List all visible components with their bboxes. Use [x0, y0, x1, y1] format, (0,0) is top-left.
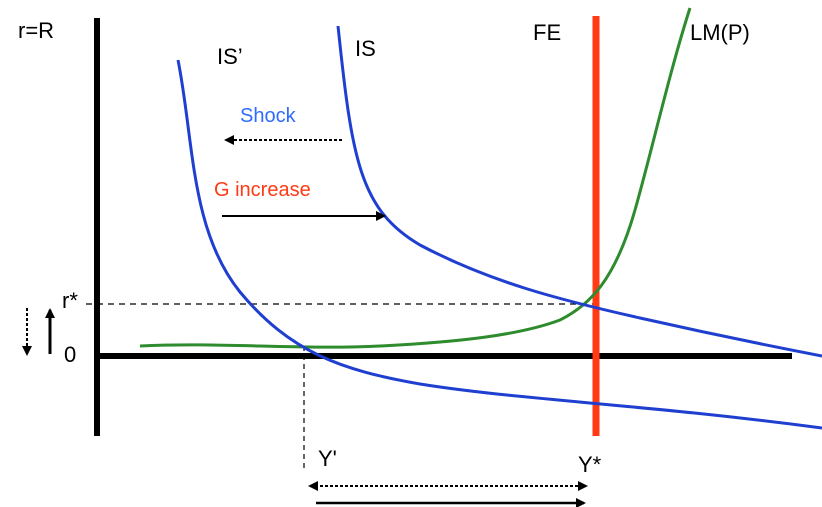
fe-label: FE — [533, 20, 561, 45]
g-increase-label: G increase — [214, 179, 311, 201]
is-prime-label: IS’ — [217, 44, 243, 69]
lm-curve — [139, 7, 692, 349]
is-curve — [336, 25, 822, 358]
is-label: IS — [355, 36, 376, 61]
origin-label: 0 — [64, 342, 76, 367]
is-prime-curve — [176, 59, 822, 430]
y-prime-label: Y' — [318, 446, 337, 471]
y-axis-label: r=R — [18, 18, 54, 43]
r-star-label: r* — [62, 288, 78, 313]
shock-label: Shock — [240, 105, 297, 127]
lm-label: LM(P) — [690, 20, 750, 45]
y-star-label: Y* — [578, 452, 602, 477]
